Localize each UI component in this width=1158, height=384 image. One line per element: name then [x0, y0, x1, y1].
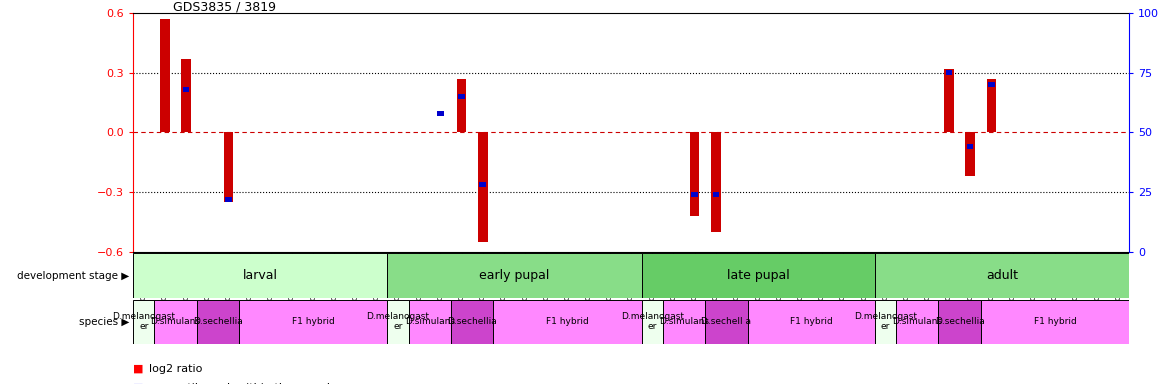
- Bar: [691, 192, 698, 197]
- Text: larval: larval: [243, 269, 278, 282]
- Text: ■: ■: [133, 364, 144, 374]
- Bar: [183, 87, 190, 92]
- Bar: [182, 59, 191, 132]
- Text: F1 hybrid: F1 hybrid: [547, 317, 589, 326]
- Bar: [225, 197, 232, 202]
- Text: D.sechellia: D.sechellia: [447, 317, 497, 326]
- Bar: [437, 111, 444, 116]
- Bar: [705, 300, 748, 344]
- Bar: [459, 94, 464, 99]
- Bar: [896, 300, 938, 344]
- Bar: [642, 300, 662, 344]
- Bar: [197, 300, 239, 344]
- Text: species ▶: species ▶: [79, 316, 130, 327]
- Bar: [450, 300, 493, 344]
- Bar: [239, 300, 388, 344]
- Bar: [748, 300, 874, 344]
- Text: F1 hybrid: F1 hybrid: [292, 317, 335, 326]
- Bar: [662, 300, 705, 344]
- Bar: [479, 182, 486, 187]
- Text: adult: adult: [985, 269, 1018, 282]
- Bar: [874, 253, 1129, 298]
- Bar: [388, 253, 642, 298]
- Text: D.simulans: D.simulans: [151, 317, 200, 326]
- Text: early pupal: early pupal: [479, 269, 550, 282]
- Bar: [690, 132, 699, 216]
- Bar: [642, 253, 874, 298]
- Bar: [988, 83, 995, 87]
- Bar: [160, 20, 170, 132]
- Text: percentile rank within the sample: percentile rank within the sample: [149, 383, 337, 384]
- Text: D.melanogast
er: D.melanogast er: [853, 312, 917, 331]
- Text: D.simulans: D.simulans: [659, 317, 709, 326]
- Text: D.sechell a: D.sechell a: [702, 317, 752, 326]
- Bar: [154, 300, 197, 344]
- Bar: [478, 132, 488, 242]
- Text: late pupal: late pupal: [727, 269, 790, 282]
- Bar: [133, 253, 388, 298]
- Bar: [966, 132, 975, 176]
- Bar: [874, 300, 896, 344]
- Bar: [409, 300, 450, 344]
- Bar: [711, 132, 720, 232]
- Text: GDS3835 / 3819: GDS3835 / 3819: [173, 0, 276, 13]
- Text: D.simulans: D.simulans: [405, 317, 455, 326]
- Bar: [946, 71, 952, 75]
- Text: D.melanogast
er: D.melanogast er: [621, 312, 683, 331]
- Bar: [456, 79, 467, 132]
- Text: F1 hybrid: F1 hybrid: [790, 317, 833, 326]
- Bar: [388, 300, 409, 344]
- Text: D.melanogast
er: D.melanogast er: [112, 312, 175, 331]
- Text: D.melanogast
er: D.melanogast er: [367, 312, 430, 331]
- Text: development stage ▶: development stage ▶: [17, 270, 130, 281]
- Text: D.simulans: D.simulans: [892, 317, 943, 326]
- Bar: [944, 69, 954, 132]
- Bar: [223, 132, 233, 202]
- Bar: [493, 300, 642, 344]
- Bar: [712, 192, 719, 197]
- Bar: [938, 300, 981, 344]
- Text: D.sechellia: D.sechellia: [193, 317, 243, 326]
- Text: F1 hybrid: F1 hybrid: [1033, 317, 1076, 326]
- Bar: [133, 300, 154, 344]
- Text: log2 ratio: log2 ratio: [149, 364, 203, 374]
- Bar: [987, 79, 996, 132]
- Text: D.sechellia: D.sechellia: [935, 317, 984, 326]
- Bar: [981, 300, 1129, 344]
- Text: ■: ■: [133, 383, 144, 384]
- Bar: [967, 144, 974, 149]
